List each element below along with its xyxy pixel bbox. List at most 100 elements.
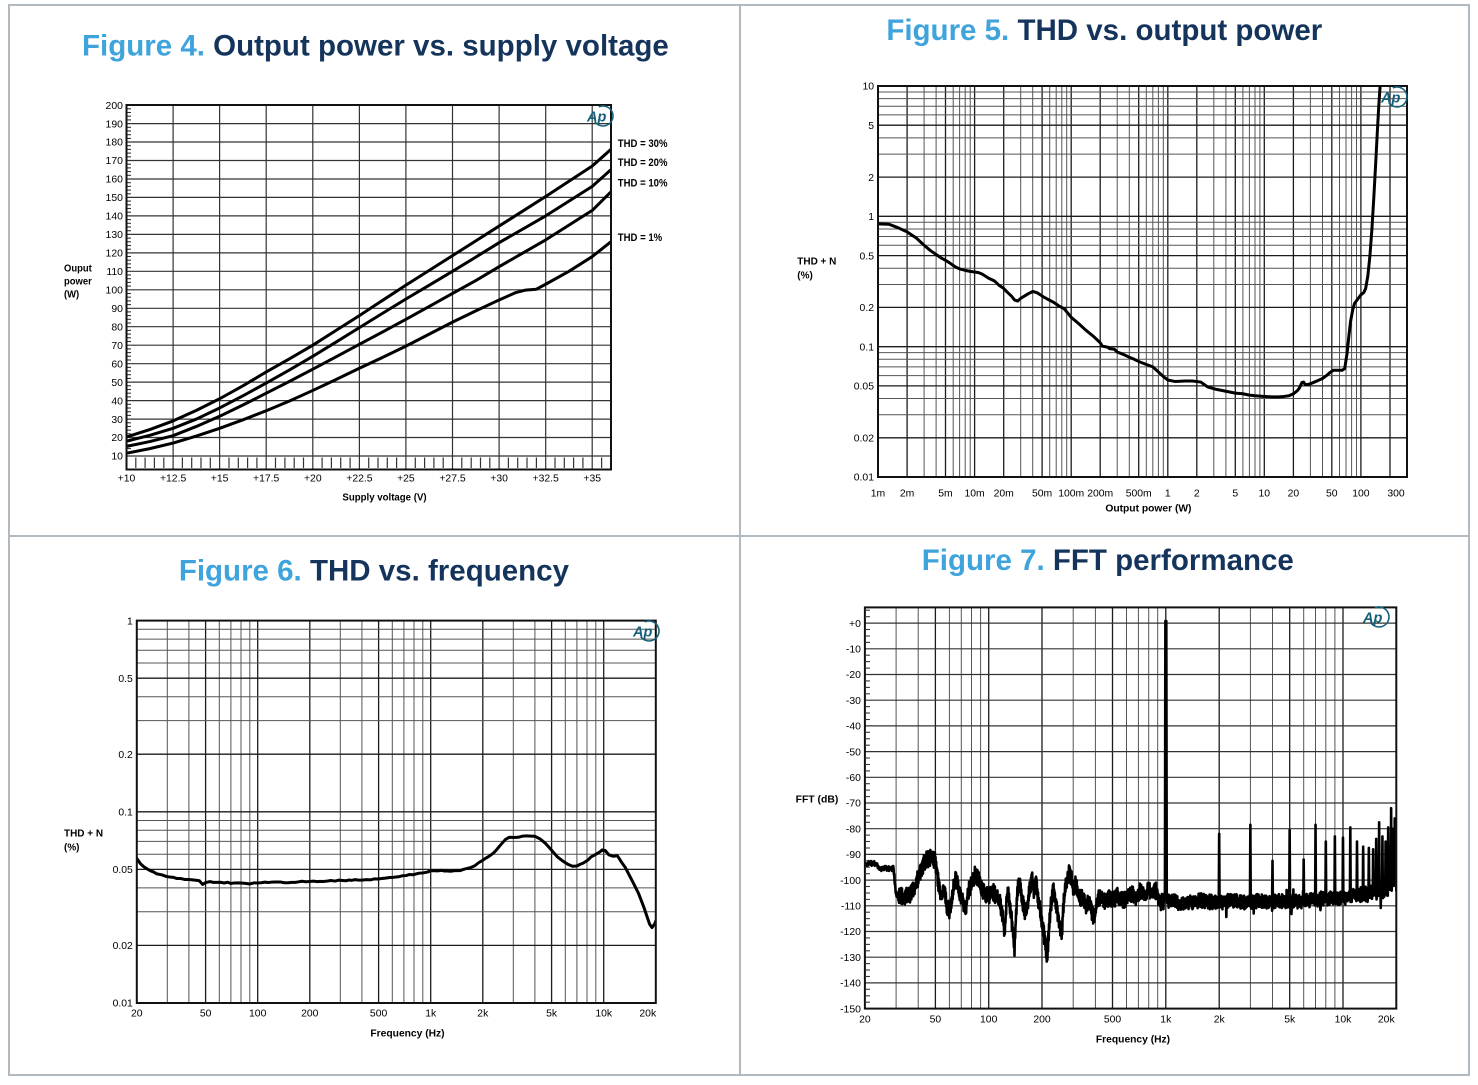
svg-text:Frequency (Hz): Frequency (Hz) (1096, 1035, 1170, 1046)
svg-text:Output power (W): Output power (W) (1105, 503, 1191, 514)
svg-text:100: 100 (980, 1015, 998, 1026)
svg-text:100: 100 (1352, 489, 1370, 500)
svg-text:20: 20 (111, 433, 123, 444)
svg-text:2: 2 (868, 173, 874, 184)
svg-text:-140: -140 (840, 979, 861, 990)
svg-text:+25: +25 (397, 474, 415, 485)
svg-text:20: 20 (131, 1009, 143, 1020)
svg-text:0.05: 0.05 (854, 382, 874, 393)
svg-text:THD = 10%: THD = 10% (618, 178, 668, 190)
svg-text:200m: 200m (1087, 489, 1113, 500)
svg-text:-50: -50 (846, 747, 861, 758)
svg-text:-30: -30 (846, 696, 861, 707)
svg-text:+35: +35 (583, 474, 601, 485)
svg-text:200: 200 (1033, 1015, 1051, 1026)
svg-text:140: 140 (106, 212, 124, 223)
svg-text:1: 1 (868, 212, 874, 223)
svg-text:-110: -110 (841, 902, 861, 913)
svg-text:120: 120 (106, 249, 124, 260)
svg-text:2k: 2k (1214, 1015, 1226, 1026)
svg-text:100: 100 (249, 1009, 267, 1020)
svg-text:200: 200 (301, 1009, 319, 1020)
svg-text:500: 500 (1104, 1015, 1122, 1026)
svg-text:-10: -10 (846, 645, 861, 656)
svg-text:Figure 6. THD vs. frequency: Figure 6. THD vs. frequency (179, 555, 570, 588)
svg-text:110: 110 (106, 267, 123, 278)
svg-text:10k: 10k (595, 1009, 613, 1020)
svg-text:-130: -130 (840, 953, 861, 964)
svg-text:10k: 10k (1335, 1015, 1353, 1026)
svg-text:(W): (W) (64, 289, 79, 301)
svg-text:2: 2 (1194, 489, 1200, 500)
svg-text:Supply voltage (V): Supply voltage (V) (342, 492, 426, 503)
svg-text:THD = 20%: THD = 20% (618, 157, 668, 169)
svg-text:-90: -90 (846, 850, 861, 861)
svg-text:150: 150 (106, 193, 124, 204)
svg-text:Ap: Ap (632, 625, 652, 641)
svg-text:-150: -150 (840, 1004, 861, 1015)
svg-text:Ouput: Ouput (64, 263, 92, 275)
svg-text:0.2: 0.2 (860, 303, 875, 314)
svg-text:0.5: 0.5 (860, 251, 875, 262)
svg-text:200: 200 (106, 101, 124, 112)
svg-text:Figure 4. Output power vs. sup: Figure 4. Output power vs. supply voltag… (82, 30, 669, 63)
svg-text:+20: +20 (304, 474, 322, 485)
svg-text:5k: 5k (1284, 1015, 1296, 1026)
svg-text:-40: -40 (846, 722, 861, 733)
svg-text:-100: -100 (840, 876, 861, 887)
svg-text:180: 180 (106, 138, 124, 149)
svg-text:+12.5: +12.5 (160, 474, 187, 485)
svg-text:0.02: 0.02 (854, 434, 874, 445)
svg-text:Figure 5. THD vs. output power: Figure 5. THD vs. output power (886, 14, 1322, 47)
svg-text:(%): (%) (797, 270, 813, 281)
svg-text:1k: 1k (425, 1009, 437, 1020)
svg-text:20: 20 (859, 1015, 871, 1026)
svg-text:100: 100 (106, 286, 124, 297)
svg-text:Ap: Ap (1380, 91, 1400, 107)
svg-text:+15: +15 (211, 474, 229, 485)
svg-text:20m: 20m (994, 489, 1014, 500)
svg-text:+22.5: +22.5 (346, 474, 373, 485)
svg-text:Figure 7. FFT performance: Figure 7. FFT performance (922, 544, 1294, 577)
svg-text:160: 160 (106, 175, 124, 186)
svg-text:10: 10 (1259, 489, 1271, 500)
svg-text:50: 50 (200, 1009, 212, 1020)
svg-text:60: 60 (111, 359, 123, 370)
svg-text:40: 40 (111, 396, 123, 407)
svg-text:5: 5 (1232, 489, 1238, 500)
svg-text:50: 50 (930, 1015, 942, 1026)
svg-text:+17.5: +17.5 (253, 474, 280, 485)
svg-text:10: 10 (111, 452, 123, 463)
svg-text:5k: 5k (546, 1009, 558, 1020)
svg-text:0.05: 0.05 (113, 865, 133, 876)
svg-text:130: 130 (106, 230, 124, 241)
svg-text:2m: 2m (900, 489, 914, 500)
svg-text:0.1: 0.1 (860, 342, 875, 353)
svg-text:100m: 100m (1058, 489, 1084, 500)
svg-text:50: 50 (1326, 489, 1338, 500)
svg-text:170: 170 (106, 156, 124, 167)
svg-text:50: 50 (111, 378, 123, 389)
svg-text:-120: -120 (840, 927, 861, 938)
svg-text:0.02: 0.02 (113, 941, 133, 952)
svg-text:190: 190 (106, 119, 124, 130)
svg-text:Ap: Ap (1362, 611, 1382, 627)
svg-text:+0: +0 (849, 619, 861, 630)
svg-text:1m: 1m (871, 489, 885, 500)
svg-text:+30: +30 (490, 474, 508, 485)
svg-text:50m: 50m (1032, 489, 1052, 500)
svg-text:-80: -80 (846, 824, 861, 835)
svg-text:THD + N: THD + N (64, 828, 103, 839)
svg-text:20: 20 (1288, 489, 1300, 500)
svg-text:-20: -20 (846, 670, 861, 681)
svg-text:2k: 2k (477, 1009, 489, 1020)
svg-text:500m: 500m (1126, 489, 1152, 500)
svg-text:power: power (64, 276, 92, 288)
svg-text:5: 5 (868, 121, 874, 132)
svg-text:Frequency (Hz): Frequency (Hz) (370, 1029, 444, 1040)
svg-text:(%): (%) (64, 842, 80, 853)
svg-text:THD + N: THD + N (797, 256, 836, 267)
svg-text:-60: -60 (846, 773, 861, 784)
svg-text:300: 300 (1387, 489, 1405, 500)
svg-text:90: 90 (111, 304, 123, 315)
